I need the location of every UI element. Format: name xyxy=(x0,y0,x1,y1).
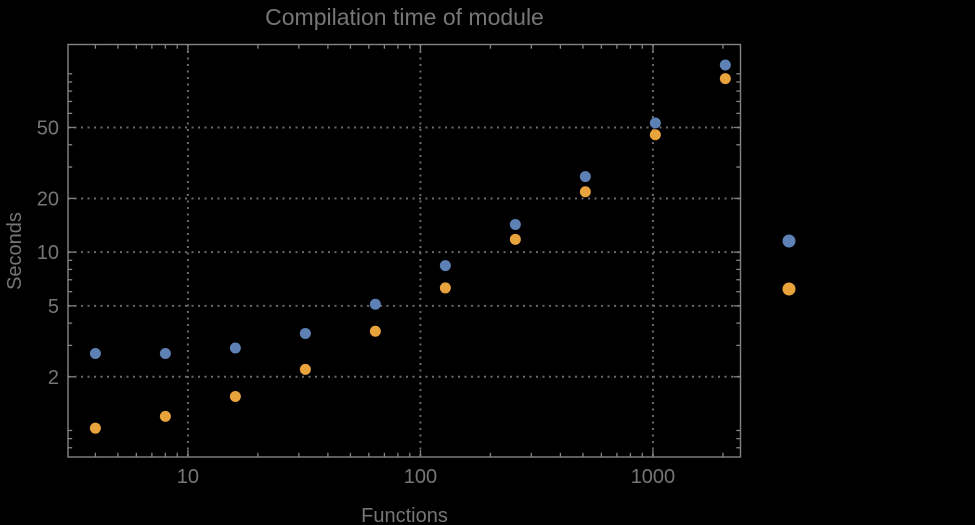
legend-marker-series-2 xyxy=(782,282,796,296)
data-point-series-2 xyxy=(439,282,451,294)
chart-title: Compilation time of module xyxy=(265,4,544,30)
data-point-series-2 xyxy=(719,73,731,85)
data-point-series-2 xyxy=(369,325,381,337)
data-point-series-2 xyxy=(299,363,311,375)
data-point-series-1 xyxy=(509,218,521,230)
data-point-series-1 xyxy=(439,260,451,272)
y-tick-label: 20 xyxy=(37,188,59,210)
data-point-series-1 xyxy=(299,327,311,339)
data-point-series-2 xyxy=(89,422,101,434)
data-point-series-1 xyxy=(719,59,731,71)
y-tick-label: 50 xyxy=(37,117,59,139)
data-point-series-1 xyxy=(159,348,171,360)
data-point-series-2 xyxy=(579,186,591,198)
legend-marker-series-1 xyxy=(782,234,796,248)
plot-frame xyxy=(67,43,742,458)
data-point-series-1 xyxy=(649,117,661,129)
data-point-series-2 xyxy=(229,391,241,403)
y-tick-label: 2 xyxy=(48,367,59,389)
x-tick-label: 10 xyxy=(177,466,199,488)
data-point-series-1 xyxy=(369,298,381,310)
data-point-series-2 xyxy=(649,129,661,141)
data-point-series-2 xyxy=(509,233,521,245)
y-tick-label: 5 xyxy=(48,296,59,318)
x-tick-label: 100 xyxy=(404,466,437,488)
data-point-series-1 xyxy=(89,348,101,360)
data-point-series-1 xyxy=(229,342,241,354)
data-point-series-2 xyxy=(159,410,171,422)
data-point-series-1 xyxy=(579,171,591,183)
x-axis-label: Functions xyxy=(361,505,448,525)
y-tick-label: 10 xyxy=(37,242,59,264)
x-tick-label: 1000 xyxy=(631,466,676,488)
